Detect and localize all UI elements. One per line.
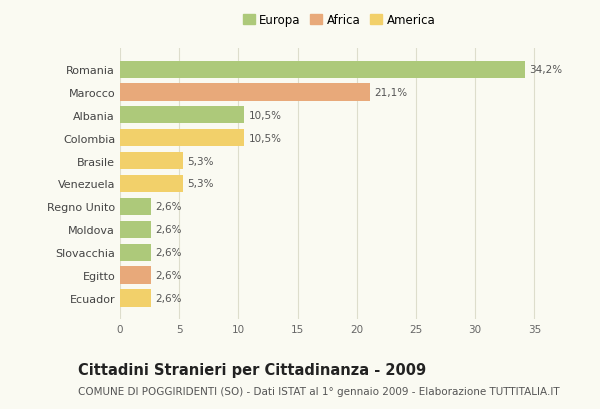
Bar — [120, 221, 151, 238]
Bar — [120, 107, 244, 124]
Text: 2,6%: 2,6% — [155, 270, 182, 280]
Bar — [120, 130, 244, 147]
Bar — [120, 84, 370, 101]
Text: 21,1%: 21,1% — [374, 88, 407, 98]
Bar — [120, 61, 525, 79]
Text: 5,3%: 5,3% — [187, 156, 214, 166]
Text: 10,5%: 10,5% — [249, 133, 282, 144]
Text: 10,5%: 10,5% — [249, 110, 282, 121]
Text: 2,6%: 2,6% — [155, 202, 182, 212]
Bar — [120, 175, 183, 193]
Bar — [120, 290, 151, 307]
Bar — [120, 198, 151, 216]
Bar — [120, 153, 183, 170]
Text: COMUNE DI POGGIRIDENTI (SO) - Dati ISTAT al 1° gennaio 2009 - Elaborazione TUTTI: COMUNE DI POGGIRIDENTI (SO) - Dati ISTAT… — [78, 387, 560, 396]
Text: 5,3%: 5,3% — [187, 179, 214, 189]
Text: Cittadini Stranieri per Cittadinanza - 2009: Cittadini Stranieri per Cittadinanza - 2… — [78, 362, 426, 377]
Text: 2,6%: 2,6% — [155, 293, 182, 303]
Bar — [120, 244, 151, 261]
Text: 34,2%: 34,2% — [530, 65, 563, 75]
Text: 2,6%: 2,6% — [155, 225, 182, 235]
Text: 2,6%: 2,6% — [155, 247, 182, 258]
Bar — [120, 267, 151, 284]
Legend: Europa, Africa, America: Europa, Africa, America — [241, 12, 437, 29]
